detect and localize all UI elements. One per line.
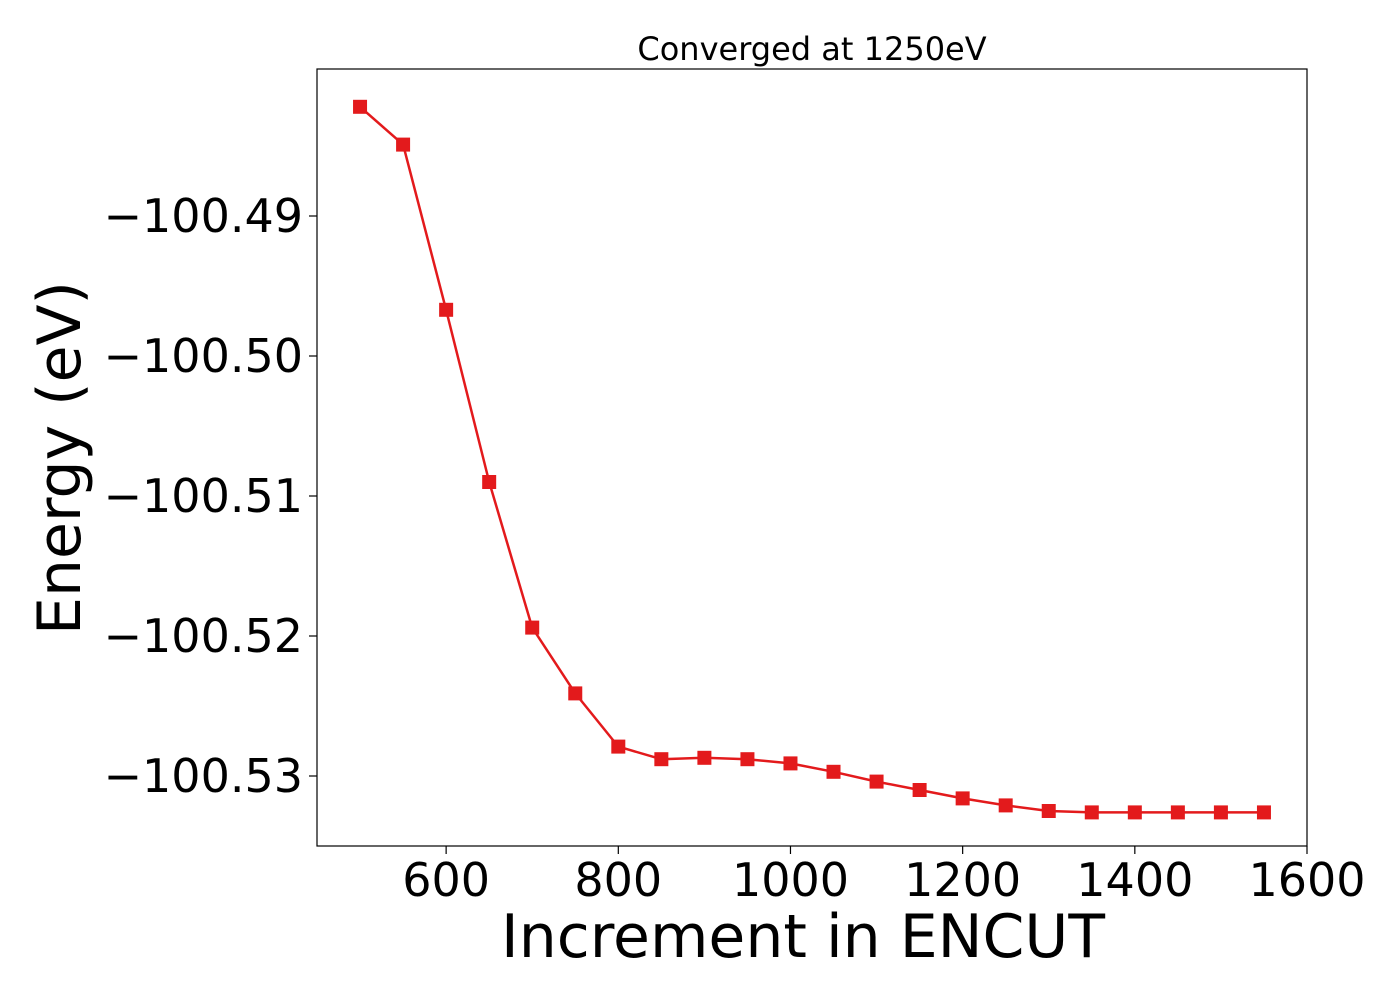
- y-axis-title: Energy (eV): [25, 281, 95, 635]
- data-point-marker: [568, 686, 583, 701]
- data-point-marker: [1041, 804, 1056, 818]
- y-axis-ticks: −100.49 −100.50 −100.51 −100.52 −100.53: [104, 189, 317, 803]
- x-tick-label: 800: [574, 853, 662, 907]
- data-point-marker: [783, 756, 798, 771]
- data-point-marker: [740, 752, 755, 767]
- data-point-marker: [697, 750, 712, 765]
- data-point-marker: [998, 798, 1013, 813]
- data-point-marker: [912, 783, 927, 797]
- y-tick-label: −100.50: [104, 329, 304, 383]
- x-axis-title: Increment in ENCUT: [501, 902, 1105, 972]
- series-line: [359, 105, 1264, 814]
- y-tick-label: −100.53: [104, 749, 304, 803]
- data-point-marker: [482, 475, 497, 489]
- data-point-marker: [826, 764, 841, 779]
- x-axis-ticks: 600 800 1000 1200 1400 1600: [402, 846, 1366, 907]
- data-point-marker: [1170, 805, 1185, 820]
- x-tick-label: 1600: [1248, 853, 1365, 907]
- x-tick-label: 1000: [732, 853, 849, 907]
- x-tick-label: 600: [402, 853, 490, 907]
- data-point-marker: [525, 620, 540, 635]
- data-point-marker: [396, 137, 411, 152]
- data-point-marker: [611, 739, 626, 754]
- data-point-marker: [1256, 805, 1271, 820]
- data-point-marker: [439, 302, 454, 317]
- data-point-marker: [654, 752, 669, 767]
- y-tick-label: −100.49: [104, 189, 304, 243]
- x-tick-label: 1200: [904, 853, 1021, 907]
- data-point-marker: [1084, 805, 1099, 820]
- y-tick-label: −100.51: [104, 469, 304, 523]
- series-layer: [353, 99, 1271, 820]
- x-tick-label: 1400: [1076, 853, 1193, 907]
- plot-area-frame: [316, 68, 1308, 847]
- data-point-marker: [1213, 805, 1228, 820]
- data-point-marker: [1127, 805, 1142, 820]
- data-point-marker: [869, 774, 884, 789]
- chart-title: Converged at 1250eV: [637, 30, 986, 68]
- data-point-marker: [955, 791, 970, 806]
- data-point-marker: [353, 99, 368, 114]
- y-tick-label: −100.52: [104, 609, 304, 663]
